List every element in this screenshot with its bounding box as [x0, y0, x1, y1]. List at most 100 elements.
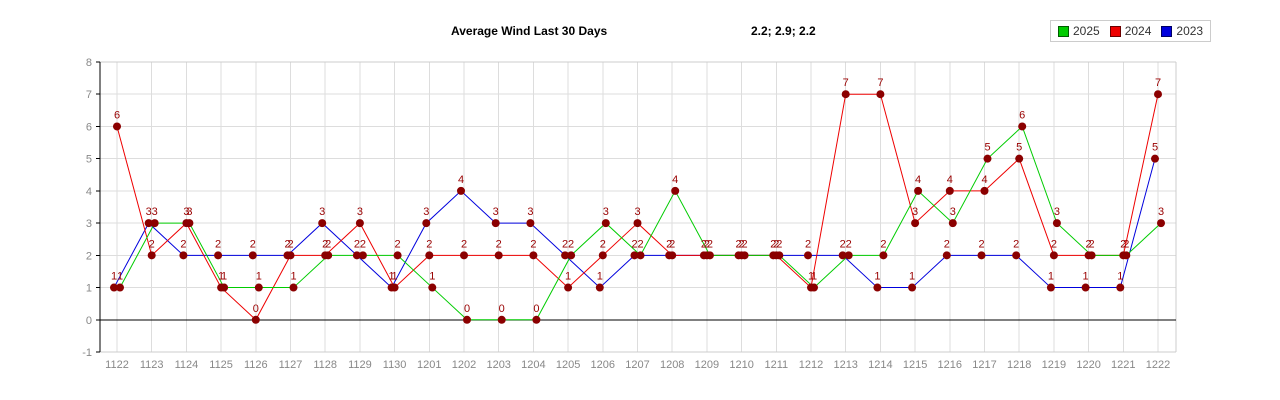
svg-text:1: 1 [392, 271, 398, 283]
svg-text:2: 2 [776, 238, 782, 250]
svg-text:1203: 1203 [486, 359, 510, 371]
svg-text:3: 3 [146, 206, 152, 218]
svg-text:2: 2 [461, 238, 467, 250]
svg-text:3: 3 [912, 206, 918, 218]
svg-text:3: 3 [603, 206, 609, 218]
svg-text:1127: 1127 [279, 359, 303, 371]
axes [96, 61, 1177, 353]
svg-text:2: 2 [840, 238, 846, 250]
svg-text:2: 2 [707, 238, 713, 250]
svg-text:1212: 1212 [799, 359, 823, 371]
legend-item-2024: 2024 [1109, 24, 1152, 38]
svg-text:1: 1 [218, 271, 224, 283]
svg-text:1: 1 [429, 271, 435, 283]
svg-text:0: 0 [86, 315, 92, 327]
svg-text:1205: 1205 [556, 359, 580, 371]
legend-label-2023: 2023 [1176, 24, 1204, 38]
svg-text:2: 2 [736, 238, 742, 250]
svg-text:3: 3 [152, 206, 158, 218]
svg-text:5: 5 [984, 142, 990, 154]
svg-text:6: 6 [114, 109, 120, 121]
svg-text:7: 7 [1155, 77, 1161, 89]
svg-text:2: 2 [805, 238, 811, 250]
svg-text:1: 1 [290, 271, 296, 283]
legend-swatch-2024 [1109, 25, 1121, 37]
svg-text:1207: 1207 [625, 359, 649, 371]
svg-text:2: 2 [701, 238, 707, 250]
svg-text:1216: 1216 [938, 359, 962, 371]
svg-text:1204: 1204 [521, 359, 545, 371]
svg-text:2: 2 [704, 238, 710, 250]
svg-text:1209: 1209 [695, 359, 719, 371]
svg-text:1214: 1214 [868, 359, 892, 371]
svg-text:2: 2 [880, 238, 886, 250]
svg-text:2: 2 [739, 238, 745, 250]
svg-text:7: 7 [843, 77, 849, 89]
svg-text:0: 0 [464, 303, 470, 315]
svg-text:3: 3 [86, 218, 92, 230]
legend-label-2025: 2025 [1073, 24, 1100, 38]
svg-text:1221: 1221 [1111, 359, 1135, 371]
legend-label-2024: 2024 [1124, 24, 1152, 38]
svg-text:1: 1 [117, 271, 123, 283]
svg-text:2: 2 [742, 238, 748, 250]
legend-item-2025: 2025 [1058, 24, 1100, 38]
svg-text:1218: 1218 [1007, 359, 1031, 371]
svg-text:2: 2 [944, 238, 950, 250]
svg-text:1: 1 [1048, 271, 1054, 283]
svg-text:2: 2 [562, 238, 568, 250]
svg-text:1: 1 [111, 271, 117, 283]
svg-text:1125: 1125 [209, 359, 233, 371]
chart-title: Average Wind Last 30 Days [451, 24, 608, 38]
svg-text:1201: 1201 [417, 359, 441, 371]
svg-text:4: 4 [947, 174, 953, 186]
svg-text:2: 2 [568, 238, 574, 250]
svg-text:8: 8 [86, 57, 92, 69]
svg-text:1130: 1130 [383, 359, 407, 371]
svg-text:4: 4 [86, 186, 92, 198]
svg-text:3: 3 [357, 206, 363, 218]
svg-text:1129: 1129 [348, 359, 372, 371]
svg-text:2: 2 [149, 238, 155, 250]
svg-text:3: 3 [423, 206, 429, 218]
svg-text:1219: 1219 [1042, 359, 1066, 371]
svg-text:2: 2 [287, 238, 293, 250]
svg-text:2: 2 [1089, 238, 1095, 250]
svg-text:1128: 1128 [313, 359, 337, 371]
svg-text:3: 3 [1158, 206, 1164, 218]
series-markers-2023 [110, 154, 1159, 292]
svg-text:2: 2 [770, 238, 776, 250]
svg-text:7: 7 [877, 77, 883, 89]
svg-text:2: 2 [426, 238, 432, 250]
svg-text:4: 4 [915, 174, 921, 186]
legend-item-2023: 2023 [1161, 24, 1203, 38]
svg-text:1202: 1202 [452, 359, 476, 371]
svg-text:5: 5 [1016, 142, 1022, 154]
svg-text:3: 3 [186, 206, 192, 218]
svg-text:1: 1 [86, 283, 92, 295]
svg-text:1208: 1208 [660, 359, 684, 371]
svg-text:1206: 1206 [591, 359, 615, 371]
svg-text:2: 2 [1051, 238, 1057, 250]
svg-text:-1: -1 [82, 347, 92, 359]
svg-text:3: 3 [183, 206, 189, 218]
svg-text:1: 1 [874, 271, 880, 283]
svg-text:2: 2 [354, 238, 360, 250]
svg-text:3: 3 [634, 206, 640, 218]
svg-text:2: 2 [600, 238, 606, 250]
svg-text:1126: 1126 [244, 359, 268, 371]
svg-text:2: 2 [86, 250, 92, 262]
svg-text:1211: 1211 [764, 359, 788, 371]
svg-text:1: 1 [256, 271, 262, 283]
svg-text:1213: 1213 [833, 359, 857, 371]
svg-text:2: 2 [631, 238, 637, 250]
svg-text:0: 0 [499, 303, 505, 315]
svg-text:3: 3 [527, 206, 533, 218]
svg-text:1215: 1215 [903, 359, 927, 371]
svg-text:1: 1 [597, 271, 603, 283]
svg-text:1: 1 [811, 271, 817, 283]
svg-text:1: 1 [1083, 271, 1089, 283]
svg-text:2: 2 [666, 238, 672, 250]
